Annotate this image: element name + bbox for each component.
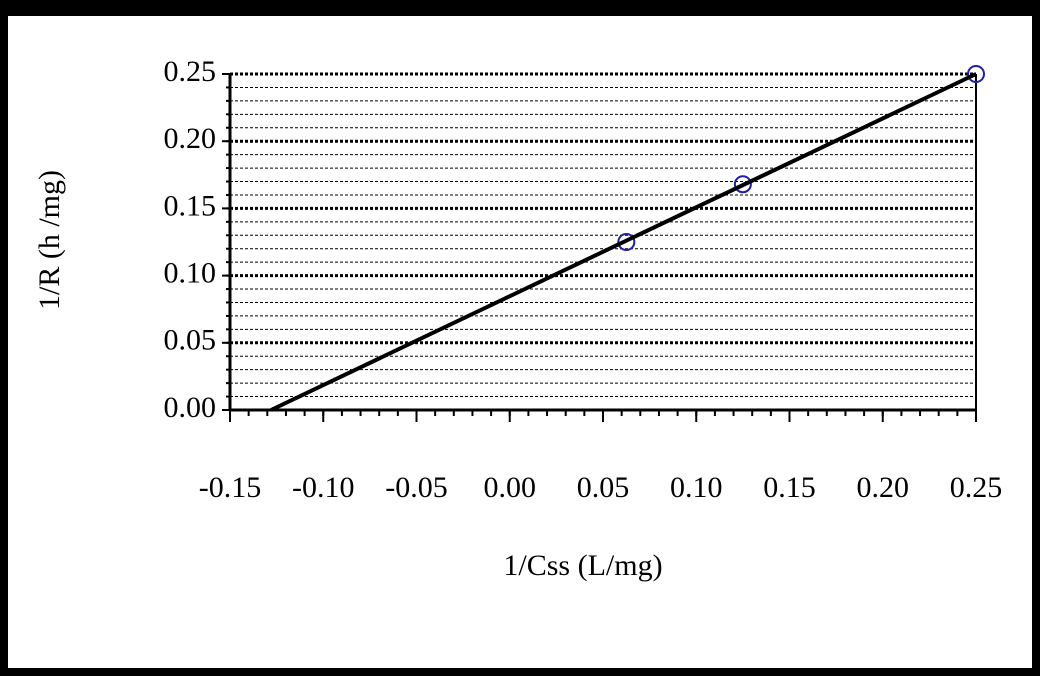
data-point: [967, 65, 985, 83]
x-tick-label: 0.25: [950, 471, 1003, 504]
x-tick-label: -0.15: [199, 471, 262, 504]
y-axis-title: 1/R (h /mg): [33, 170, 66, 310]
x-axis-title: 1/Css (L/mg): [503, 549, 662, 582]
y-tick-label: 0.25: [164, 55, 217, 88]
y-tick-label: 0.10: [164, 256, 217, 289]
x-tick-label: 0.05: [577, 471, 630, 504]
y-tick-label: 0.05: [164, 324, 217, 357]
data-point: [733, 175, 752, 194]
y-tick-label: 0.00: [164, 391, 217, 424]
data-point: [617, 233, 636, 251]
x-tick-label: 0.10: [670, 471, 723, 504]
x-tick-label: 0.20: [857, 471, 910, 504]
fit-line: [270, 72, 977, 412]
x-tick-label: -0.10: [292, 471, 355, 504]
x-tick-label: 0.15: [763, 471, 816, 504]
x-tick-label: 0.00: [484, 471, 537, 504]
y-tick-label: 0.20: [164, 122, 217, 155]
y-tick-label: 0.15: [164, 189, 217, 222]
x-tick-label: -0.05: [385, 471, 448, 504]
